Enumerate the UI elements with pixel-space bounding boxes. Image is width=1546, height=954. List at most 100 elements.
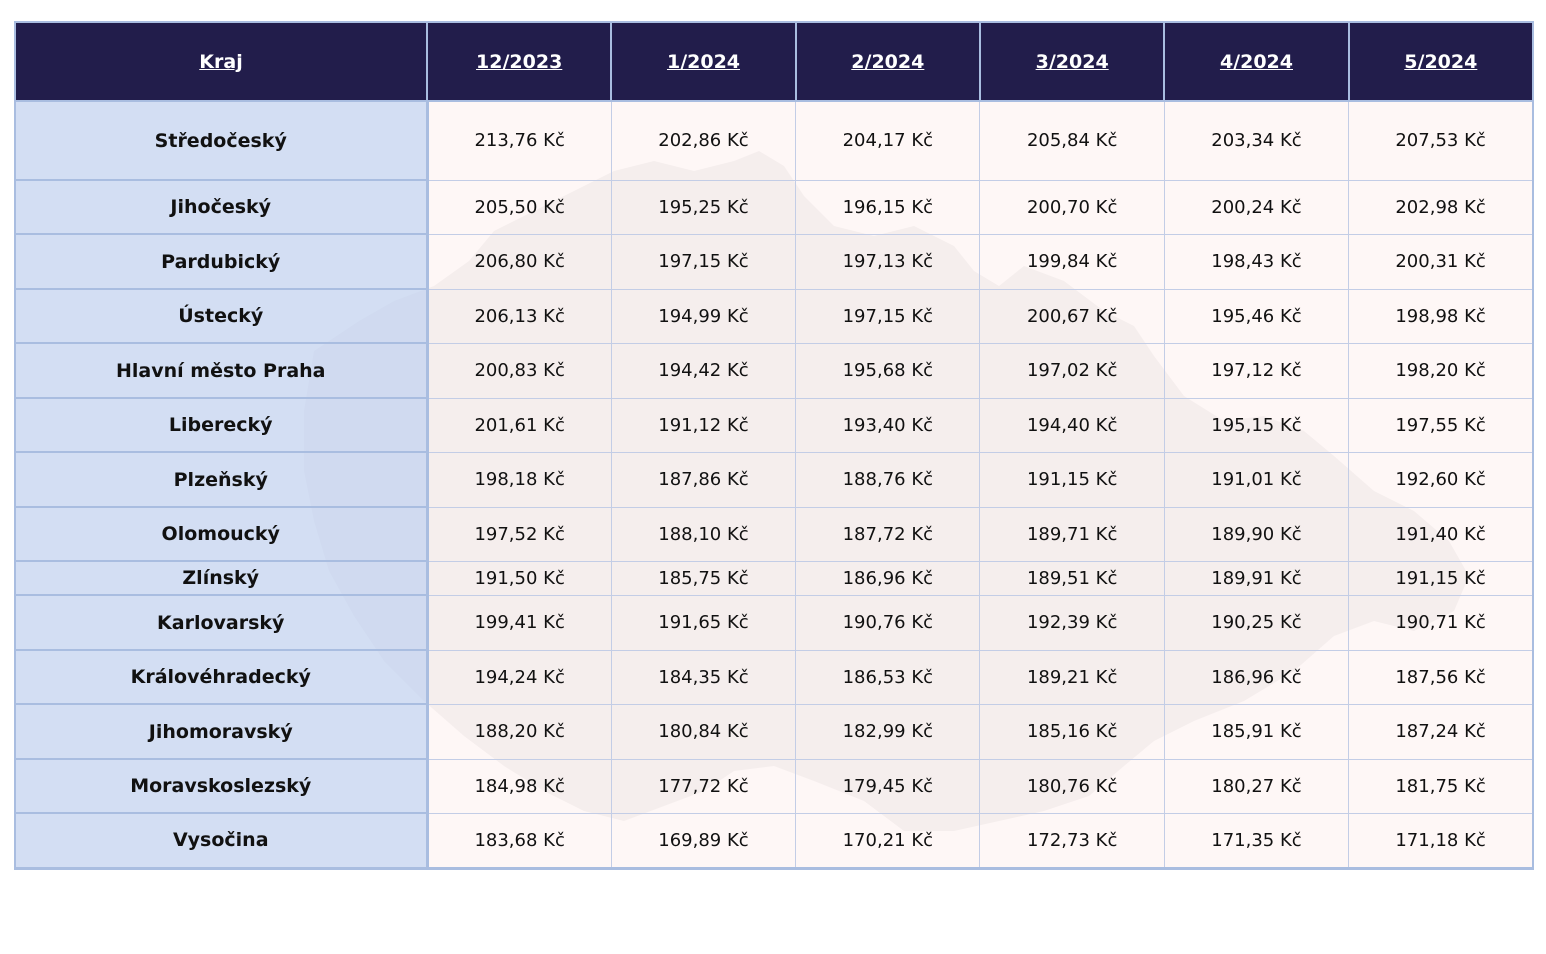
price-cell: 185,16 Kč: [979, 703, 1165, 760]
region-name-cell: Liberecký: [14, 397, 429, 453]
price-cell: 200,67 Kč: [979, 288, 1165, 344]
price-cell: 197,12 Kč: [1163, 342, 1350, 399]
price-cell: 200,31 Kč: [1348, 233, 1535, 290]
table-row: Jihomoravský 188,20 Kč 180,84 Kč 182,99 Kč 1…: [14, 703, 1535, 760]
price-cell: 177,72 Kč: [610, 758, 797, 814]
price-cell: 189,51 Kč: [979, 560, 1165, 596]
table-row: Královéhradecký 194,24 Kč 184,35 Kč 186,53 …: [14, 649, 1535, 705]
price-cell: 191,12 Kč: [610, 397, 797, 453]
price-cell: 189,71 Kč: [979, 506, 1165, 562]
price-cell: 190,71 Kč: [1348, 594, 1535, 651]
price-cell: 197,13 Kč: [795, 233, 981, 290]
region-name-cell: Středočeský: [14, 100, 429, 181]
table-row: Liberecký 201,61 Kč 191,12 Kč 193,40 Kč 194,…: [14, 397, 1535, 453]
price-cell: 180,76 Kč: [979, 758, 1165, 814]
price-cell: 187,24 Kč: [1348, 703, 1535, 760]
price-cell: 195,15 Kč: [1163, 397, 1350, 453]
table-row: Karlovarský 199,41 Kč 191,65 Kč 190,76 Kč 19…: [14, 594, 1535, 651]
price-cell: 203,34 Kč: [1163, 100, 1350, 181]
region-name-cell: Plzeňský: [14, 451, 429, 508]
price-cell: 186,96 Kč: [1163, 649, 1350, 705]
price-cell: 202,86 Kč: [610, 100, 797, 181]
price-cell: 180,27 Kč: [1163, 758, 1350, 814]
price-cell: 204,17 Kč: [795, 100, 981, 181]
price-cell: 188,20 Kč: [426, 703, 612, 760]
price-cell: 205,84 Kč: [979, 100, 1165, 181]
table-row: Olomoucký 197,52 Kč 188,10 Kč 187,72 Kč 189,…: [14, 506, 1535, 562]
price-cell: 194,40 Kč: [979, 397, 1165, 453]
price-cell: 206,13 Kč: [426, 288, 612, 344]
price-cell: 171,35 Kč: [1163, 812, 1350, 870]
price-cell: 198,20 Kč: [1348, 342, 1535, 399]
table-row: Vysočina 183,68 Kč 169,89 Kč 170,21 Kč 172,7…: [14, 812, 1535, 870]
region-name-cell: Pardubický: [14, 233, 429, 290]
region-name-cell: Jihomoravský: [14, 703, 429, 760]
column-header-month[interactable]: 5/2024: [1347, 21, 1535, 102]
price-cell: 198,18 Kč: [426, 451, 612, 508]
price-cell: 200,70 Kč: [979, 179, 1165, 235]
price-cell: 189,90 Kč: [1163, 506, 1350, 562]
price-cell: 187,72 Kč: [795, 506, 981, 562]
column-header-month[interactable]: 4/2024: [1163, 21, 1350, 102]
region-name-cell: Hlavní město Praha: [14, 342, 429, 399]
table-row: Zlínský 191,50 Kč 185,75 Kč 186,96 Kč 189,51…: [14, 560, 1535, 596]
price-cell: 184,35 Kč: [610, 649, 797, 705]
price-cell: 191,01 Kč: [1163, 451, 1350, 508]
price-cell: 191,15 Kč: [1348, 560, 1535, 596]
price-cell: 169,89 Kč: [610, 812, 797, 870]
price-cell: 190,76 Kč: [795, 594, 981, 651]
price-cell: 184,98 Kč: [426, 758, 612, 814]
table-row: Středočeský 213,76 Kč 202,86 Kč 204,17 Kč 20…: [14, 100, 1535, 181]
price-cell: 206,80 Kč: [426, 233, 612, 290]
price-cell: 193,40 Kč: [795, 397, 981, 453]
price-cell: 205,50 Kč: [426, 179, 612, 235]
price-cell: 171,18 Kč: [1348, 812, 1535, 870]
price-cell: 195,46 Kč: [1163, 288, 1350, 344]
region-name-cell: Vysočina: [14, 812, 429, 870]
price-cell: 188,10 Kč: [610, 506, 797, 562]
region-name-cell: Karlovarský: [14, 594, 429, 651]
table-container: Kraj 12/2023 1/2024 2/2024 3/2024 4/2024 5/202…: [14, 21, 1535, 870]
price-cell: 186,96 Kč: [795, 560, 981, 596]
price-cell: 170,21 Kč: [795, 812, 981, 870]
price-cell: 194,24 Kč: [426, 649, 612, 705]
price-cell: 201,61 Kč: [426, 397, 612, 453]
price-cell: 200,24 Kč: [1163, 179, 1350, 235]
column-header-month[interactable]: 3/2024: [978, 21, 1166, 102]
table-header-row: Kraj 12/2023 1/2024 2/2024 3/2024 4/2024 5/202…: [14, 21, 1535, 102]
column-header-month[interactable]: 2/2024: [794, 21, 981, 102]
price-cell: 194,42 Kč: [610, 342, 797, 399]
price-cell: 181,75 Kč: [1348, 758, 1535, 814]
price-cell: 195,25 Kč: [610, 179, 797, 235]
price-cell: 189,91 Kč: [1163, 560, 1350, 596]
column-header-month[interactable]: 1/2024: [610, 21, 797, 102]
column-header-month[interactable]: 12/2023: [425, 21, 613, 102]
price-cell: 197,52 Kč: [426, 506, 612, 562]
price-cell: 197,02 Kč: [979, 342, 1165, 399]
region-name-cell: Moravskoslezský: [14, 758, 429, 814]
column-header-kraj[interactable]: Kraj: [14, 21, 428, 102]
price-cell: 207,53 Kč: [1348, 100, 1535, 181]
region-name-cell: Zlínský: [14, 560, 429, 596]
price-cell: 179,45 Kč: [795, 758, 981, 814]
table-row: Moravskoslezský 184,98 Kč 177,72 Kč 179,45 …: [14, 758, 1535, 814]
price-cell: 191,50 Kč: [426, 560, 612, 596]
price-cell: 189,21 Kč: [979, 649, 1165, 705]
price-cell: 185,91 Kč: [1163, 703, 1350, 760]
price-cell: 172,73 Kč: [979, 812, 1165, 870]
price-cell: 180,84 Kč: [610, 703, 797, 760]
price-cell: 196,15 Kč: [795, 179, 981, 235]
table-body: Středočeský 213,76 Kč 202,86 Kč 204,17 Kč 20…: [14, 100, 1535, 870]
price-cell: 198,43 Kč: [1163, 233, 1350, 290]
price-cell: 186,53 Kč: [795, 649, 981, 705]
table-row: Hlavní město Praha 200,83 Kč 194,42 Kč 195,…: [14, 342, 1535, 399]
price-cell: 199,41 Kč: [426, 594, 612, 651]
region-name-cell: Královéhradecký: [14, 649, 429, 705]
table-row: Pardubický 206,80 Kč 197,15 Kč 197,13 Kč 199…: [14, 233, 1535, 290]
price-cell: 199,84 Kč: [979, 233, 1165, 290]
price-cell: 185,75 Kč: [610, 560, 797, 596]
table-row: Plzeňský 198,18 Kč 187,86 Kč 188,76 Kč 191,1…: [14, 451, 1535, 508]
price-cell: 197,15 Kč: [795, 288, 981, 344]
price-cell: 188,76 Kč: [795, 451, 981, 508]
price-cell: 200,83 Kč: [426, 342, 612, 399]
